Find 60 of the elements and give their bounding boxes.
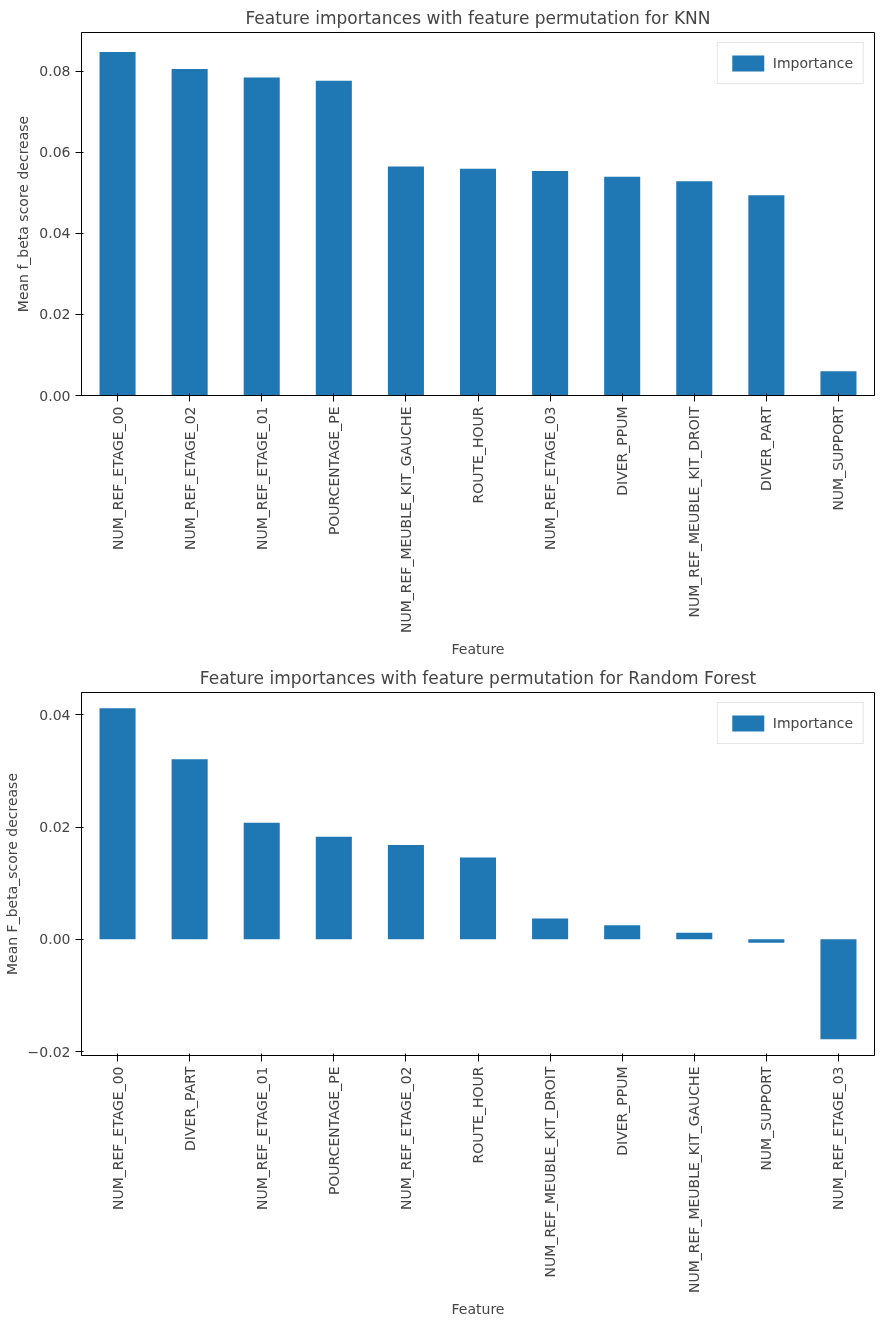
bar [532, 171, 569, 396]
bar [243, 77, 280, 396]
y-tick-label: 0.08 [39, 63, 71, 80]
x-tick-label: DIVER_PART [758, 406, 775, 491]
bar [387, 845, 424, 940]
chart-title: Feature importances with feature permutation for KNN [245, 7, 711, 28]
x-tick-label: DIVER_PART [181, 1066, 198, 1151]
y-tick-label: −0.02 [27, 1043, 71, 1060]
bar [99, 51, 136, 396]
x-tick-label: POURCENTAGE_PE [325, 1066, 342, 1196]
bar [604, 176, 641, 396]
bar [748, 939, 785, 943]
x-tick-label: NUM_REF_MEUBLE_KIT_GAUCHE [686, 1066, 703, 1294]
y-tick-label: 0.02 [39, 306, 71, 323]
bar [387, 166, 424, 396]
y-tick-label: 0.04 [39, 225, 71, 242]
x-tick-label: NUM_SUPPORT [830, 406, 847, 511]
y-tick-label: 0.02 [39, 819, 71, 836]
y-axis-title: Mean F_beta_score decrease [3, 772, 20, 976]
x-tick-label: NUM_REF_ETAGE_02 [397, 1066, 414, 1211]
bar [315, 836, 352, 940]
bar [459, 168, 497, 396]
y-tick-label: 0.04 [39, 706, 71, 723]
bar [171, 68, 208, 396]
bar [820, 371, 857, 396]
legend-label: Importance [772, 55, 853, 71]
x-tick-label: NUM_REF_ETAGE_02 [181, 406, 198, 551]
bar [243, 822, 280, 940]
x-tick-label: NUM_REF_MEUBLE_KIT_DROIT [542, 1066, 559, 1278]
x-tick-label: DIVER_PPUM [614, 406, 631, 496]
bar [459, 857, 497, 940]
x-tick-label: NUM_REF_MEUBLE_KIT_DROIT [686, 406, 703, 618]
bar [604, 925, 641, 940]
bar [820, 939, 857, 1040]
x-tick-label: NUM_REF_ETAGE_03 [830, 1066, 847, 1211]
bar [676, 181, 713, 396]
x-tick-label: ROUTE_HOUR [470, 1066, 486, 1164]
x-tick-label: DIVER_PPUM [614, 1066, 631, 1156]
y-tick-label: 0.00 [39, 931, 71, 948]
bar [171, 759, 208, 940]
y-tick-label: 0.00 [39, 387, 71, 404]
x-tick-label: ROUTE_HOUR [470, 406, 486, 504]
x-tick-label: NUM_REF_ETAGE_00 [109, 1066, 126, 1211]
x-tick-label: NUM_REF_ETAGE_00 [109, 406, 126, 551]
y-axis-title: Mean f_beta score decrease [15, 115, 32, 313]
x-tick-label: NUM_SUPPORT [758, 1066, 775, 1171]
x-tick-label: POURCENTAGE_PE [325, 406, 342, 536]
legend-label: Importance [772, 715, 853, 731]
chart-title: Feature importances with feature permutation for Random Forest [199, 667, 757, 688]
bar [532, 918, 569, 940]
x-tick-label: NUM_REF_ETAGE_03 [542, 406, 559, 551]
bar [99, 708, 136, 940]
bar [748, 195, 785, 396]
x-axis-title: Feature [451, 1301, 505, 1318]
x-tick-label: NUM_REF_ETAGE_01 [253, 1066, 270, 1211]
y-tick-label: 0.06 [39, 144, 71, 161]
x-tick-label: NUM_REF_MEUBLE_KIT_GAUCHE [397, 406, 414, 634]
x-tick-label: NUM_REF_ETAGE_01 [253, 406, 270, 551]
x-axis-title: Feature [451, 641, 505, 658]
bar [315, 80, 352, 396]
